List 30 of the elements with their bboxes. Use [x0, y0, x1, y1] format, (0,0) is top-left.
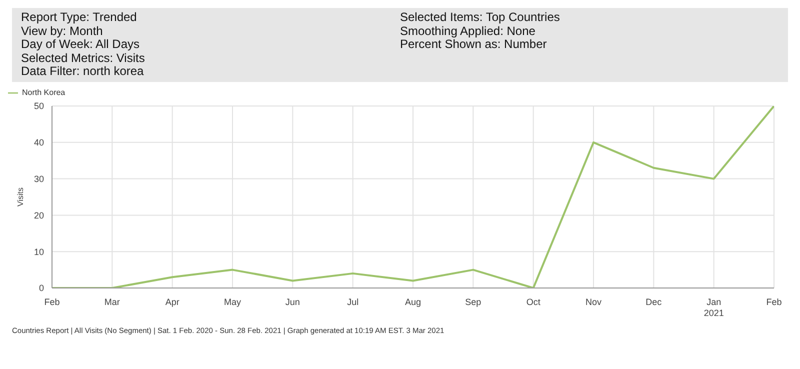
- y-tick-label: 30: [34, 174, 44, 184]
- y-axis-title: Visits: [16, 188, 25, 206]
- y-tick-label: 0: [38, 283, 44, 294]
- y-tick-label: 40: [34, 138, 44, 148]
- legend-label: North Korea: [22, 88, 66, 98]
- x-tick-label: Nov: [585, 297, 602, 307]
- text: Data Filter: north korea: [21, 64, 145, 79]
- text: Report Type: Trended: [21, 10, 138, 25]
- y-tick-label: 10: [34, 246, 44, 257]
- x-tick-label: Dec: [646, 297, 662, 307]
- y-tick-label: 20: [34, 210, 44, 220]
- text: Selected Metrics: Visits: [21, 50, 146, 66]
- x-tick-label: Jun: [285, 297, 300, 307]
- x-tick-label: Jul: [347, 297, 359, 307]
- x-tick-label: Oct: [526, 297, 541, 307]
- line-series: [52, 106, 774, 288]
- x-tick-label: Apr: [165, 297, 180, 307]
- text: Percent Shown as: Number: [400, 37, 548, 52]
- x-tick-label: May: [224, 297, 242, 307]
- text: Day of Week: All Days: [21, 37, 140, 52]
- text: View by: Month: [21, 24, 104, 38]
- x-tick-label: Aug: [404, 297, 422, 307]
- x-tick-label: Feb: [766, 297, 782, 307]
- x-tick-label: Sep: [465, 297, 482, 307]
- y-tick-label: 50: [34, 101, 44, 112]
- text: Selected Items: Top Countries: [400, 10, 561, 25]
- x-tick-label: Jan 2021: [704, 297, 724, 318]
- x-tick-label: Mar: [104, 297, 120, 307]
- x-tick-label: Feb: [44, 297, 60, 307]
- text: Smoothing Applied: None: [400, 24, 536, 38]
